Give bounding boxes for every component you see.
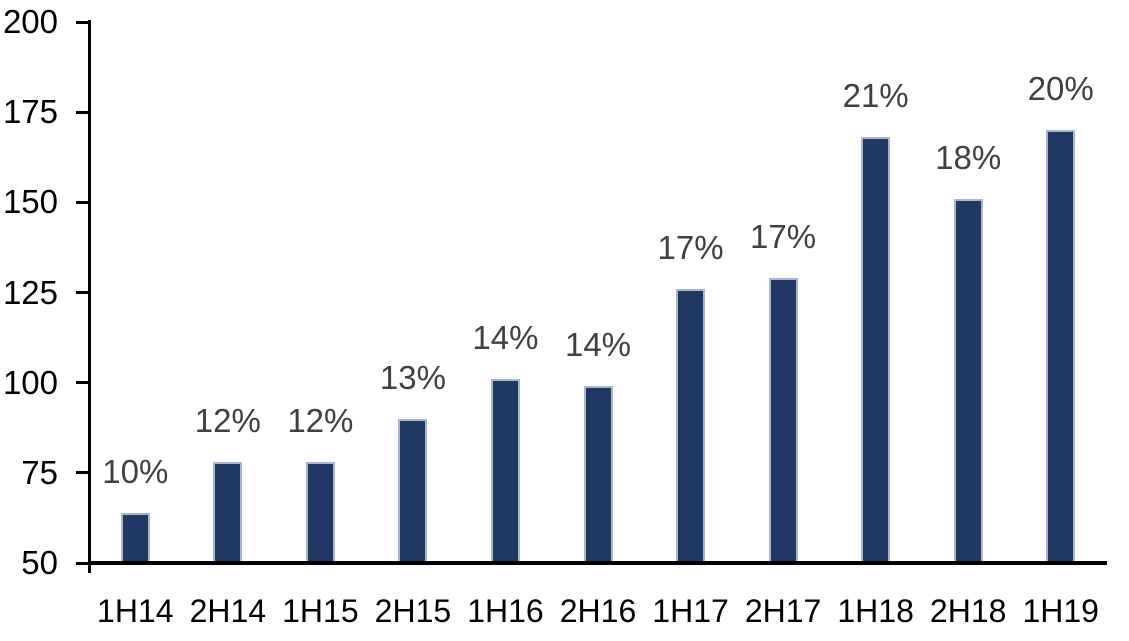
y-axis-tick <box>76 20 89 24</box>
bar-value-label: 12% <box>287 402 354 439</box>
x-axis-line <box>88 561 1107 565</box>
bar-value-label: 18% <box>935 138 1002 176</box>
bar-value-label: 12% <box>194 402 261 439</box>
x-axis-category-label: 1H18 <box>837 593 914 629</box>
y-axis-tick <box>76 381 89 385</box>
bar <box>676 288 706 565</box>
bar <box>1046 130 1076 565</box>
y-axis-tick-label: 125 <box>2 273 58 311</box>
bar <box>490 379 520 565</box>
x-axis-category-label: 1H16 <box>467 593 544 629</box>
y-axis-tick-label: 150 <box>2 183 58 221</box>
bar <box>213 462 243 565</box>
bar-value-label: 10% <box>102 452 169 490</box>
bar-value-label: 14% <box>564 326 632 364</box>
y-axis-tick-label: 100 <box>2 363 58 401</box>
y-axis-tick-label: 175 <box>2 93 58 131</box>
y-axis-tick <box>76 561 89 565</box>
bar <box>583 386 613 565</box>
y-axis-tick <box>76 471 89 475</box>
y-axis-tick-label: 50 <box>21 544 58 581</box>
y-axis-tick-label: 75 <box>21 453 58 491</box>
x-axis-category-label: 1H19 <box>1022 593 1099 629</box>
x-axis-category-label: 2H14 <box>189 593 267 629</box>
bar <box>305 462 335 565</box>
bar <box>953 198 983 565</box>
x-axis-category-label: 1H14 <box>97 593 174 629</box>
y-axis-tick <box>76 200 89 204</box>
bar-value-label: 13% <box>379 358 446 396</box>
y-axis-tick-label: 200 <box>2 3 58 40</box>
y-axis-tick <box>76 291 89 294</box>
y-axis-line <box>88 20 91 573</box>
bar-value-label: 17% <box>750 218 817 256</box>
bar <box>861 137 891 565</box>
x-axis-category-label: 2H17 <box>744 593 822 629</box>
bar-value-label: 21% <box>842 77 909 115</box>
x-axis-category-label: 1H17 <box>652 593 729 629</box>
x-axis-category-label: 2H18 <box>929 593 1007 629</box>
bar <box>768 278 798 565</box>
x-axis-category-label: 1H15 <box>282 593 359 629</box>
bar <box>398 418 428 565</box>
x-axis-category-label: 2H16 <box>559 593 637 629</box>
x-axis-category-label: 2H15 <box>374 593 452 629</box>
bar <box>120 512 150 565</box>
y-axis-tick <box>76 110 89 114</box>
bar-value-label: 14% <box>472 319 539 357</box>
bar-value-label: 17% <box>657 228 724 266</box>
bar-value-label: 20% <box>1027 70 1094 108</box>
